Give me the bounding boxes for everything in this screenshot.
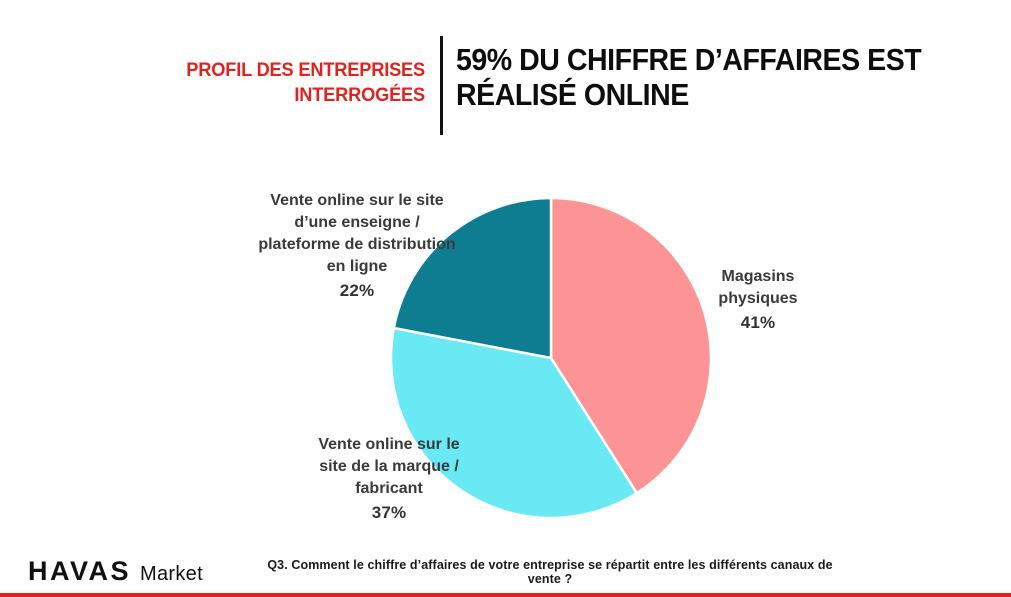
slice-value: 37%: [371, 503, 407, 523]
question-caption: Q3. Comment le chiffre d’affaires de vot…: [267, 558, 833, 586]
pie-chart-svg: [389, 196, 713, 520]
havas-market-logo: HAVAS Market: [28, 556, 203, 587]
slice-label-text: Magasins physiques: [718, 268, 798, 308]
header-divider: [440, 36, 443, 135]
bottom-accent-bar: [0, 593, 1011, 597]
page-title: 59% DU CHIFFRE D’AFFAIRES EST RÉALISÉ ON…: [456, 42, 922, 113]
pie-slice-1: [389, 326, 638, 520]
slice-label-magasins-physiques: Magasins physiques 41%: [688, 266, 828, 335]
slice-label-vente-enseigne: Vente online sur le site d’une enseigne …: [256, 190, 458, 303]
logo-market-text: Market: [140, 563, 203, 585]
slice-value: 22%: [339, 281, 375, 301]
slice-value: 41%: [740, 313, 776, 333]
slice-label-text: Vente online sur le site de la marque / …: [318, 436, 460, 498]
pie-chart: [385, 192, 717, 524]
pie-slice-2: [392, 196, 553, 360]
slice-label-text: Vente online sur le site d’une enseigne …: [258, 192, 456, 276]
logo-havas-text: HAVAS: [28, 556, 132, 586]
slice-label-vente-marque: Vente online sur le site de la marque / …: [303, 434, 475, 525]
section-kicker: PROFIL DES ENTREPRISES INTERROGÉES: [186, 60, 425, 107]
